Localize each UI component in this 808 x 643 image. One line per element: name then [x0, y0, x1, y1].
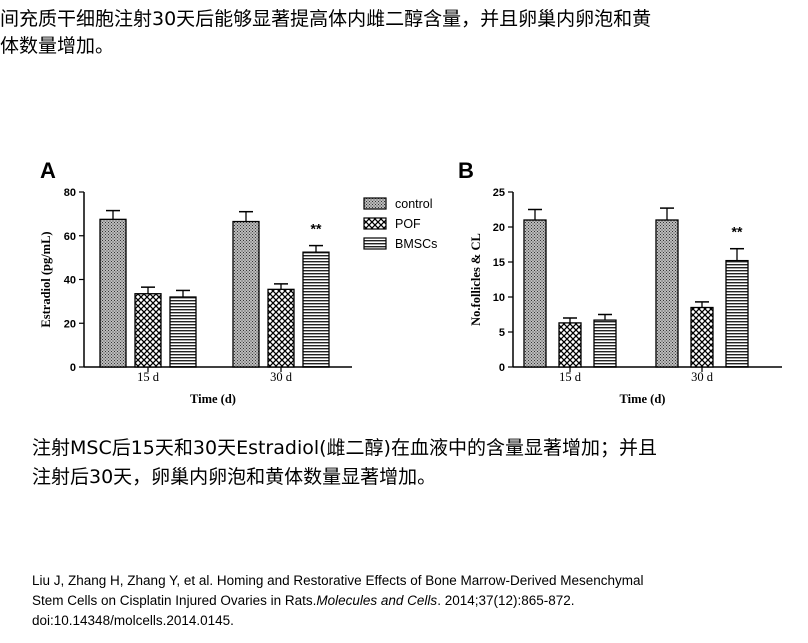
- y-tick-label: 15: [493, 257, 505, 269]
- y-tick-label: 10: [493, 292, 505, 304]
- citation: Liu J, Zhang H, Zhang Y, et al. Homing a…: [32, 571, 808, 631]
- y-tick-label: 0: [499, 362, 505, 374]
- y-tick-label: 0: [70, 362, 76, 374]
- panel-label: B: [458, 158, 474, 183]
- legend-label: BMSCs: [395, 237, 437, 251]
- x-axis-label: Time (d): [620, 392, 666, 406]
- y-tick-label: 20: [64, 318, 76, 330]
- y-axis-label: Estradiol (pg/mL): [39, 231, 53, 327]
- intro-line-2: 体数量增加。: [0, 35, 115, 57]
- panel-label: A: [40, 158, 56, 183]
- bar: [593, 319, 617, 368]
- citation-title-end: Stem Cells on Cisplatin Injured Ovaries …: [32, 593, 317, 608]
- x-axis-label: Time (d): [190, 392, 236, 406]
- y-tick-label: 5: [499, 327, 505, 339]
- significance-marker: **: [311, 221, 322, 237]
- x-tick-label: 30 d: [691, 370, 714, 384]
- caption-paragraph: 注射MSC后15天和30天Estradiol(雌二醇)在血液中的含量显著增加；并…: [32, 434, 657, 492]
- bar: [655, 219, 679, 368]
- bar: [302, 251, 330, 368]
- citation-journal: Molecules and Cells: [316, 593, 438, 608]
- legend: control POF BMSCs: [363, 197, 437, 251]
- y-tick-label: 20: [493, 222, 505, 234]
- citation-volume: . 2014;37(12):865-872.: [437, 593, 575, 608]
- y-tick-label: 40: [64, 275, 76, 287]
- citation-doi: doi:10.14348/molcells.2014.0145.: [32, 613, 234, 628]
- significance-marker: **: [732, 224, 743, 240]
- legend-label: control: [395, 197, 433, 211]
- y-tick-label: 25: [493, 187, 505, 199]
- bar: [523, 219, 547, 368]
- legend-swatch: [363, 237, 387, 250]
- legend-swatch: [363, 217, 387, 230]
- bar: [690, 306, 714, 368]
- citation-line-1: Liu J, Zhang H, Zhang Y, et al. Homing a…: [32, 573, 644, 588]
- bar: [169, 296, 197, 368]
- intro-line-1: 间充质干细胞注射30天后能够显著提高体内雌二醇含量，并且卵巢内卵泡和黄: [0, 8, 652, 30]
- intro-paragraph: 间充质干细胞注射30天后能够显著提高体内雌二醇含量，并且卵巢内卵泡和黄 体数量增…: [0, 6, 808, 60]
- y-tick-label: 60: [64, 231, 76, 243]
- bar: [134, 293, 162, 368]
- x-tick-label: 15 d: [137, 370, 160, 384]
- caption-line-2: 注射后30天，卵巢内卵泡和黄体数量显著增加。: [32, 466, 437, 488]
- bar: [725, 259, 749, 368]
- x-tick-label: 30 d: [270, 370, 293, 384]
- figure-panels: A 0 20 40 60 80 Estradiol (pg/mL) 15 d 30 d Time …: [39, 158, 782, 406]
- legend-label: POF: [395, 217, 421, 231]
- bar: [267, 288, 295, 368]
- bar: [232, 220, 260, 368]
- y-axis-label: No.follicles & CL: [469, 233, 483, 326]
- citation-line-2: Stem Cells on Cisplatin Injured Ovaries …: [32, 591, 808, 611]
- legend-swatch: [363, 197, 387, 210]
- panel-a: A 0 20 40 60 80 Estradiol (pg/mL) 15 d 30 d Time …: [39, 158, 352, 406]
- y-tick-label: 80: [64, 187, 76, 199]
- x-tick-label: 15 d: [559, 370, 582, 384]
- bar: [558, 322, 582, 368]
- caption-line-1: 注射MSC后15天和30天Estradiol(雌二醇)在血液中的含量显著增加；并…: [32, 437, 657, 459]
- panel-b: B 0 5 10 15 20 25 No.follicles & CL 15 d 30 d Time…: [458, 158, 782, 406]
- bar: [99, 218, 127, 368]
